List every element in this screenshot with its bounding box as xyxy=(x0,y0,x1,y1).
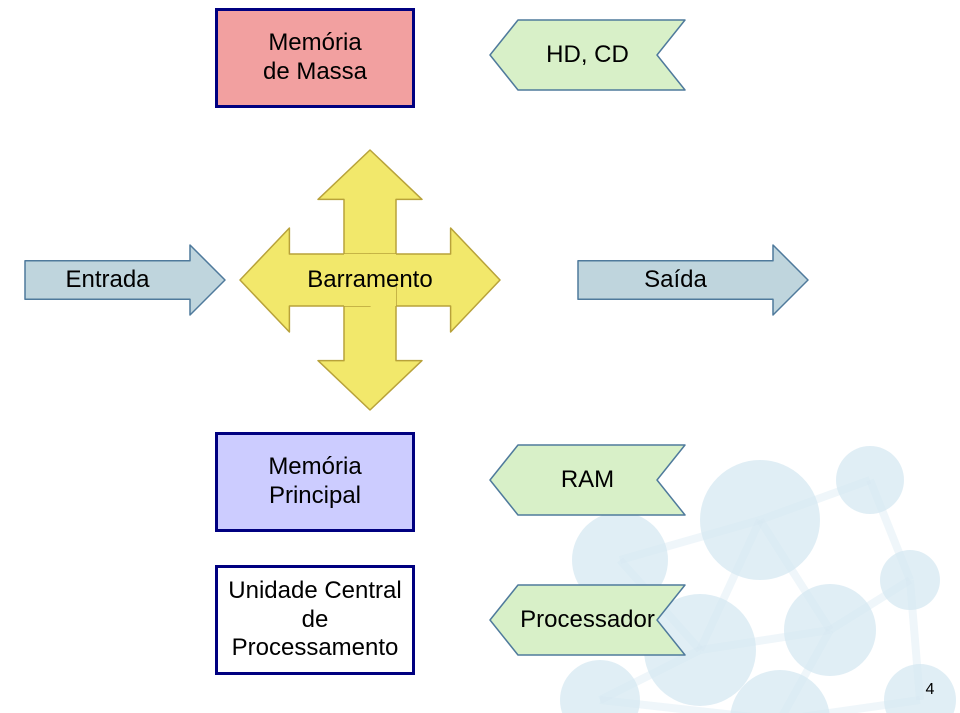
shape-entrada-arrow xyxy=(25,245,225,315)
box-memoria-de-massa: Memóriade Massa xyxy=(215,8,415,108)
box-unidade-central-processamento: Unidade CentraldeProcessamento xyxy=(215,565,415,675)
box-label: Unidade CentraldeProcessamento xyxy=(228,577,401,663)
box-memoria-principal: MemóriaPrincipal xyxy=(215,432,415,532)
shapes-layer xyxy=(0,0,960,713)
diagram-stage: Memóriade Massa MemóriaPrincipal Unidade… xyxy=(0,0,960,713)
shape-hd-cd xyxy=(490,20,685,90)
box-label: Memóriade Massa xyxy=(263,29,367,87)
box-label: MemóriaPrincipal xyxy=(268,453,361,511)
shape-processador xyxy=(490,585,685,655)
shape-saida-arrow xyxy=(578,245,808,315)
shape-ram xyxy=(490,445,685,515)
